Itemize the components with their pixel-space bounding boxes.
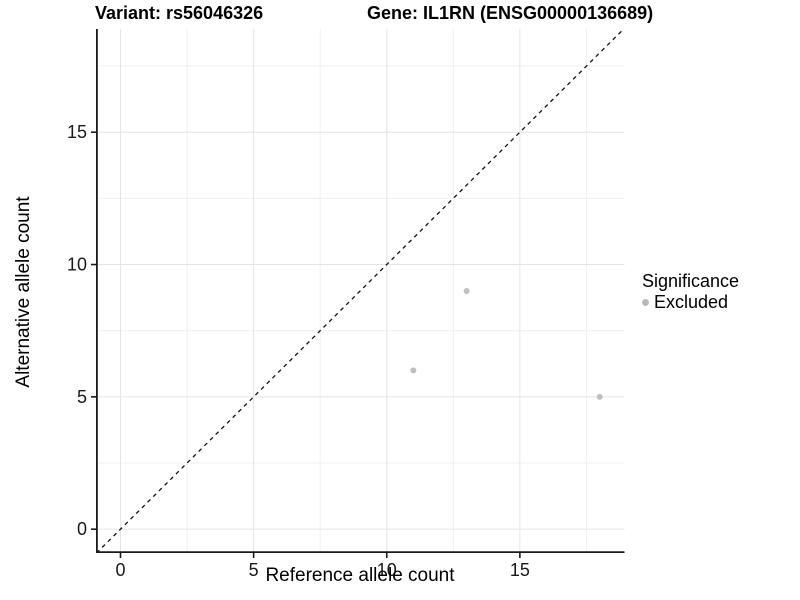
- y-tick-label: 15: [66, 122, 86, 142]
- y-tick-label: 0: [76, 519, 86, 539]
- plot-panel: 0 5 10 15 0 5 10 15: [66, 29, 624, 580]
- y-tick-label: 5: [76, 387, 86, 407]
- legend-entry-label: Excluded: [654, 292, 729, 312]
- data-point: [463, 288, 470, 294]
- x-tick-label: 5: [248, 560, 258, 580]
- variant-title: Variant: rs56046326: [95, 3, 264, 23]
- legend: Significance Excluded: [642, 271, 739, 313]
- data-point: [409, 367, 416, 374]
- x-tick-label: 0: [115, 560, 125, 580]
- x-axis-label: Reference allele count: [265, 565, 455, 586]
- y-tick-label: 10: [66, 255, 86, 275]
- y-axis-label: Alternative allele count: [13, 196, 34, 388]
- legend-entry: Excluded: [642, 292, 739, 313]
- x-tick-label: 10: [376, 560, 396, 580]
- legend-point-icon: [642, 299, 649, 306]
- data-point: [596, 393, 603, 400]
- identity-reference-line: [95, 29, 624, 553]
- legend-title: Significance: [642, 271, 740, 291]
- x-tick-label: 15: [509, 560, 529, 580]
- gene-title: Gene: IL1RN (ENSG00000136689): [367, 3, 654, 23]
- plot-panel-svg: 0 5 10 15 0 5 10 15: [66, 29, 624, 580]
